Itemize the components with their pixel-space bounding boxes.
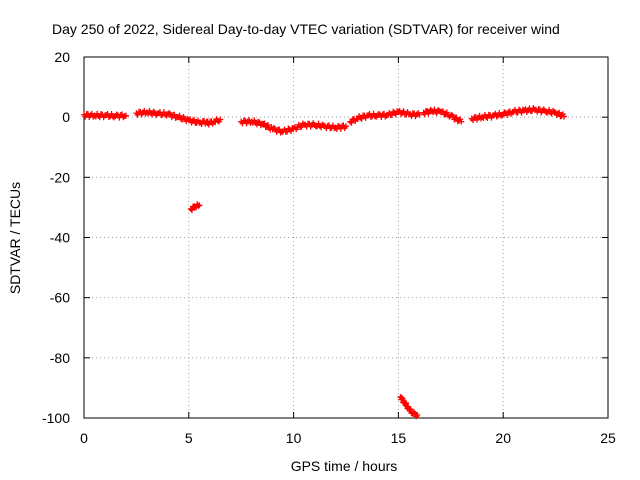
y-tick-label: -60 — [50, 290, 70, 306]
data-point — [551, 108, 558, 115]
data-point — [217, 116, 224, 123]
x-tick-label: 5 — [185, 430, 193, 446]
axis-ticks: 0 5 10 15 20 25 20 0 -20 -40 -60 -80 -100 — [42, 49, 616, 446]
y-tick-label: -80 — [50, 350, 70, 366]
data-point — [343, 123, 349, 130]
data-point — [150, 108, 157, 115]
data-point — [196, 202, 203, 209]
data-point — [205, 121, 212, 128]
y-tick-label: 0 — [62, 109, 70, 125]
data-point — [337, 125, 344, 132]
data-point — [166, 110, 173, 117]
y-tick-label: 20 — [54, 49, 70, 65]
data-point — [403, 400, 410, 407]
grid-lines — [84, 57, 608, 418]
data-point — [556, 109, 563, 116]
y-tick-label: -20 — [50, 169, 70, 185]
y-axis-label: SDTVAR / TECUs — [7, 182, 23, 294]
data-point — [348, 119, 355, 126]
chart-title: Day 250 of 2022, Sidereal Day-to-day VTE… — [52, 21, 560, 37]
x-axis-label: GPS time / hours — [291, 458, 398, 474]
x-tick-label: 0 — [80, 430, 88, 446]
data-point — [188, 207, 195, 214]
x-tick-label: 15 — [391, 430, 407, 446]
data-point — [443, 109, 450, 116]
data-point — [261, 120, 268, 127]
data-point — [191, 116, 198, 123]
data-points — [81, 105, 567, 420]
data-point — [375, 110, 382, 117]
data-point — [400, 108, 407, 115]
data-point — [416, 111, 423, 118]
y-tick-label: -100 — [42, 410, 70, 426]
data-point — [367, 113, 374, 120]
data-point — [493, 113, 500, 120]
x-tick-label: 10 — [286, 430, 302, 446]
data-point — [122, 112, 129, 119]
y-tick-label: -40 — [50, 230, 70, 246]
data-point — [264, 121, 271, 128]
data-point — [270, 125, 277, 132]
data-point — [439, 108, 446, 115]
data-point — [458, 118, 465, 125]
x-tick-label: 20 — [495, 430, 511, 446]
data-point — [176, 112, 183, 119]
data-point — [411, 409, 418, 416]
data-point — [504, 112, 511, 119]
data-point — [358, 115, 365, 122]
data-point — [113, 111, 120, 118]
data-point — [407, 406, 414, 413]
x-tick-label: 25 — [600, 430, 616, 446]
data-point — [453, 114, 460, 121]
data-point — [414, 411, 421, 418]
data-point — [398, 394, 405, 401]
data-point — [255, 118, 262, 125]
data-point — [560, 113, 567, 120]
